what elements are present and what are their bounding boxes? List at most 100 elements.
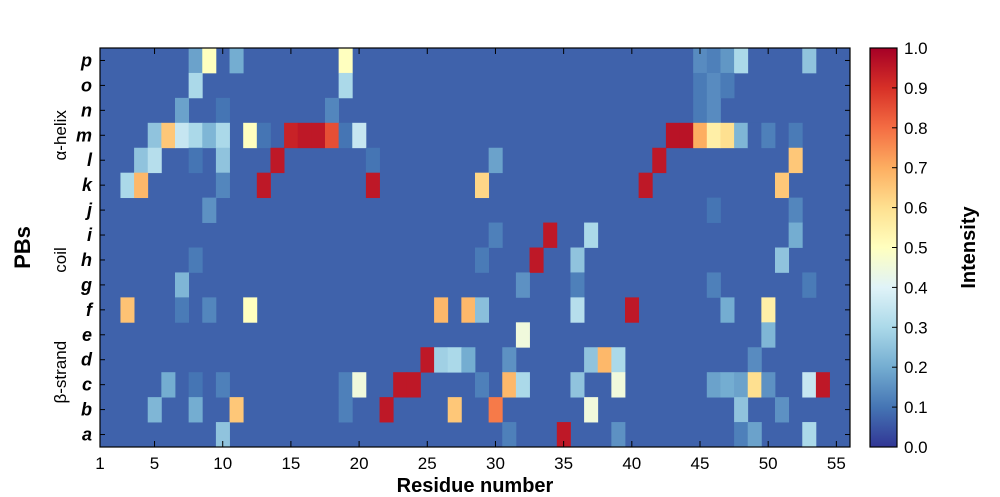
- heatmap-cell: [611, 347, 626, 373]
- pb-group-label: α-helix: [51, 110, 70, 161]
- heatmap-cell: [788, 197, 803, 223]
- heatmap-cell: [475, 297, 490, 323]
- heatmap-cell: [761, 322, 776, 348]
- heatmap-cell: [434, 297, 449, 323]
- heatmap-cell: [584, 222, 599, 248]
- heatmap-cell: [720, 72, 735, 99]
- heatmap-cell: [202, 122, 217, 149]
- y-axis-title: PBs: [10, 226, 35, 269]
- x-tick-label: 35: [554, 454, 573, 473]
- heatmap-cell: [788, 122, 803, 149]
- heatmap-cell: [693, 72, 708, 99]
- x-tick-label: 15: [281, 454, 300, 473]
- heatmap-cell: [338, 397, 353, 423]
- heatmap-cell: [215, 97, 230, 124]
- heatmap-cell: [229, 48, 244, 74]
- heatmap-cell: [188, 48, 203, 74]
- y-tick-label: d: [81, 350, 93, 370]
- heatmap-cell: [243, 297, 258, 323]
- heatmap-cell: [802, 48, 817, 74]
- heatmap-cell: [475, 172, 490, 199]
- heatmap-cell: [502, 347, 517, 373]
- heatmap-cell: [188, 122, 203, 149]
- heatmap-cell: [693, 122, 708, 149]
- heatmap-cell: [120, 297, 135, 323]
- heatmap-cell: [706, 372, 721, 398]
- heatmap-cell: [556, 422, 571, 448]
- heatmap-cell: [420, 347, 435, 373]
- heatmap-cell: [706, 72, 721, 99]
- y-tick-label: e: [82, 325, 92, 345]
- plot-frame: [99, 47, 851, 448]
- heatmap-cell: [147, 147, 162, 174]
- heatmap-cell: [215, 372, 230, 398]
- heatmap-cell: [188, 247, 203, 273]
- colorbar-tick-label: 0.3: [904, 318, 928, 337]
- heatmap-cell: [161, 372, 176, 398]
- heatmap-cell: [175, 97, 190, 124]
- heatmap-cell: [325, 122, 340, 149]
- heatmap-cell: [693, 48, 708, 74]
- heatmap-cell: [570, 272, 585, 298]
- x-tick-label: 55: [827, 454, 846, 473]
- y-tick-label: g: [80, 275, 92, 295]
- heatmap-cell: [229, 397, 244, 423]
- heatmap-cell: [297, 122, 312, 149]
- heatmap-cell: [720, 122, 735, 149]
- y-tick-label: p: [80, 50, 92, 70]
- heatmap-cell: [475, 247, 490, 273]
- heatmap-cell: [652, 147, 667, 174]
- heatmap-cell: [488, 222, 503, 248]
- heatmap-cell: [352, 372, 367, 398]
- heatmap-cell: [134, 172, 149, 199]
- heatmap-cell: [475, 372, 490, 398]
- heatmap-cell: [188, 397, 203, 423]
- heatmap-cell: [393, 372, 408, 398]
- heatmap-cell: [734, 122, 749, 149]
- heatmap-cell: [706, 122, 721, 149]
- y-tick-label: o: [81, 75, 92, 95]
- heatmap-cell: [147, 122, 162, 149]
- heatmap-cell: [365, 172, 380, 199]
- pb-group-label: β-strand: [51, 341, 70, 404]
- y-tick-label: f: [86, 300, 94, 320]
- colorbar-tick-label: 0.4: [904, 278, 928, 297]
- y-tick-label: a: [82, 425, 92, 445]
- heatmap-cell: [693, 97, 708, 124]
- colorbar-tick-label: 0.5: [904, 239, 928, 258]
- x-axis-title: Residue number: [397, 475, 554, 497]
- y-tick-label: n: [81, 100, 92, 120]
- heatmap-cell: [215, 422, 230, 448]
- heatmap-cell: [747, 372, 762, 398]
- heatmap-cell: [202, 197, 217, 223]
- heatmap-cell: [788, 222, 803, 248]
- heatmap-cell: [256, 172, 271, 199]
- heatmap-cell: [175, 272, 190, 298]
- heatmap-cell: [202, 48, 217, 74]
- x-tick-label: 25: [418, 454, 437, 473]
- x-tick-label: 20: [350, 454, 369, 473]
- colorbar-title: Intensity: [958, 206, 980, 289]
- heatmap-cell: [325, 97, 340, 124]
- heatmap-cell: [706, 48, 721, 74]
- x-tick-label: 1: [95, 454, 104, 473]
- colorbar-tick-label: 0.8: [904, 119, 928, 138]
- heatmap-cell: [188, 72, 203, 99]
- heatmap-cell: [665, 122, 680, 149]
- y-tick-label: k: [82, 175, 93, 195]
- heatmap-cell: [529, 247, 544, 273]
- heatmap-cell: [134, 147, 149, 174]
- heatmap-cell: [147, 397, 162, 423]
- heatmap-cell: [215, 172, 230, 199]
- heatmap-cell: [338, 48, 353, 74]
- heatmap-cell: [243, 122, 258, 149]
- heatmap-cell: [188, 147, 203, 174]
- heatmap-cell: [515, 372, 530, 398]
- heatmap-cell: [256, 122, 271, 149]
- x-tick-label: 40: [622, 454, 641, 473]
- heatmap-cell: [625, 297, 640, 323]
- heatmap-cell: [720, 372, 735, 398]
- heatmap-cell: [311, 122, 326, 149]
- heatmap-cell: [461, 347, 476, 373]
- heatmap-cell: [379, 397, 394, 423]
